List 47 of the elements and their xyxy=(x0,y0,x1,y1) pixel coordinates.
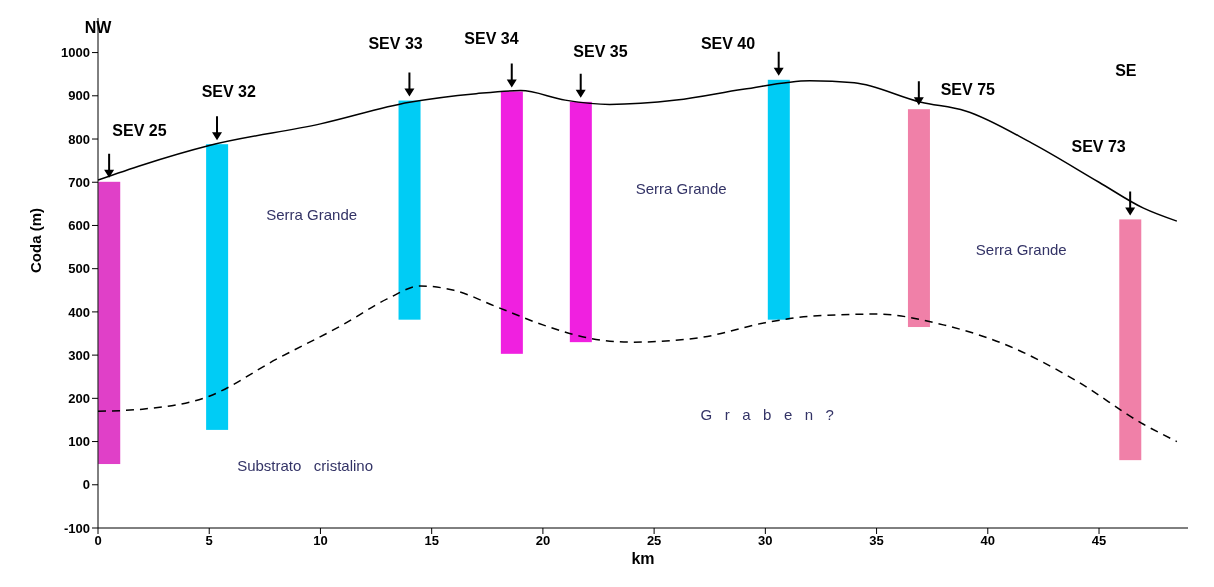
x-tick-label: 40 xyxy=(980,533,996,549)
y-tick-label: -100 xyxy=(63,520,90,536)
annotation: Serra Grande xyxy=(635,180,727,198)
x-tick-label: 45 xyxy=(1091,533,1107,549)
annotation: SEV 33 xyxy=(368,35,423,53)
y-tick-label: 700 xyxy=(68,174,90,190)
y-tick-label: 800 xyxy=(68,131,90,147)
x-tick-label: 25 xyxy=(646,533,662,549)
bar xyxy=(1119,219,1142,461)
annotation: SEV 75 xyxy=(940,80,996,98)
annotation: NW xyxy=(84,19,113,37)
annotation: Serra Grande xyxy=(975,241,1067,259)
x-tick-label: 30 xyxy=(758,533,773,549)
bar xyxy=(767,79,790,320)
bar xyxy=(907,109,930,328)
annotation: Serra Grande xyxy=(266,205,358,223)
x-tick-label: 0 xyxy=(94,533,102,549)
y-tick-label: 500 xyxy=(68,261,90,277)
annotation: SEV 25 xyxy=(112,122,167,140)
annotation: SEV 32 xyxy=(201,82,257,100)
bar xyxy=(569,101,592,343)
bar xyxy=(398,100,421,320)
y-tick-label: 400 xyxy=(68,304,90,320)
annotation: SE xyxy=(1115,61,1137,79)
x-tick-label: 5 xyxy=(205,533,213,549)
y-tick-label: 600 xyxy=(68,218,90,234)
x-tick-label: 10 xyxy=(313,533,328,549)
y-tick-label: 100 xyxy=(68,434,90,450)
y-tick-label: 300 xyxy=(68,347,90,363)
annotation: SEV 35 xyxy=(573,42,628,60)
x-tick-label: 15 xyxy=(424,533,439,549)
y-tick-label: 1000 xyxy=(61,45,90,61)
y-axis-title: Coda (m) xyxy=(27,208,45,273)
x-tick-label: 20 xyxy=(535,533,551,549)
bar xyxy=(98,181,121,465)
bar xyxy=(206,144,229,430)
x-tick-label: 35 xyxy=(869,533,884,549)
y-tick-label: 900 xyxy=(68,88,90,104)
annotation: Substrato cristalino xyxy=(237,456,374,474)
bar xyxy=(500,91,523,354)
y-tick-label: 0 xyxy=(82,477,90,493)
annotation: SEV 40 xyxy=(700,35,756,53)
x-axis-title: km xyxy=(631,550,655,567)
annotation: SEV 34 xyxy=(464,29,519,47)
annotation: G r a b e n ? xyxy=(700,405,834,423)
y-tick-label: 200 xyxy=(68,390,90,406)
annotation: SEV 73 xyxy=(1071,137,1126,155)
